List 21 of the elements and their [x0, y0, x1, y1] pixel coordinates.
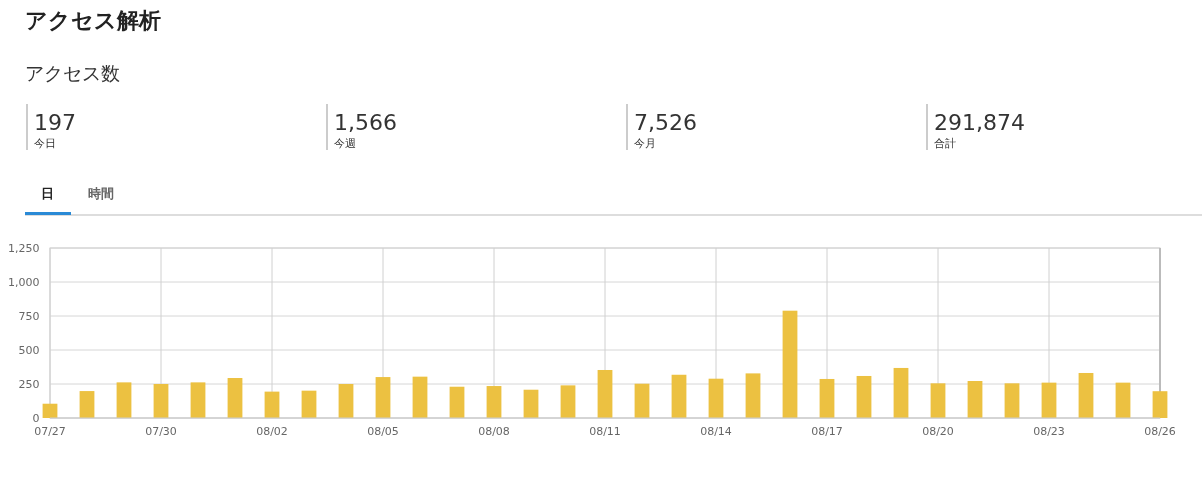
- x-tick-label: 07/27: [34, 425, 66, 438]
- x-tick-label: 08/26: [1144, 425, 1176, 438]
- y-tick-label: 0: [32, 412, 40, 425]
- x-tick-label: 08/08: [478, 425, 510, 438]
- y-tick-label: 1,000: [8, 276, 40, 289]
- x-tick-label: 08/23: [1033, 425, 1065, 438]
- chart-subtitle: アクセス数: [25, 62, 120, 84]
- y-tick-label: 750: [18, 310, 40, 323]
- x-tick-label: 07/30: [145, 425, 177, 438]
- x-tick-label: 08/14: [700, 425, 732, 438]
- y-tick-label: 1,250: [8, 242, 40, 255]
- x-tick-label: 08/02: [256, 425, 288, 438]
- text: 日: [40, 186, 54, 201]
- chart-title: アクセス解析: [25, 8, 161, 33]
- y-tick-label: 250: [18, 378, 40, 391]
- x-tick-label: 08/20: [922, 425, 954, 438]
- y-tick-label: 500: [18, 344, 40, 357]
- x-tick-label: 08/17: [811, 425, 843, 438]
- x-tick-label: 08/05: [367, 425, 399, 438]
- text: 時間: [88, 186, 114, 201]
- x-tick-label: 08/11: [589, 425, 621, 438]
